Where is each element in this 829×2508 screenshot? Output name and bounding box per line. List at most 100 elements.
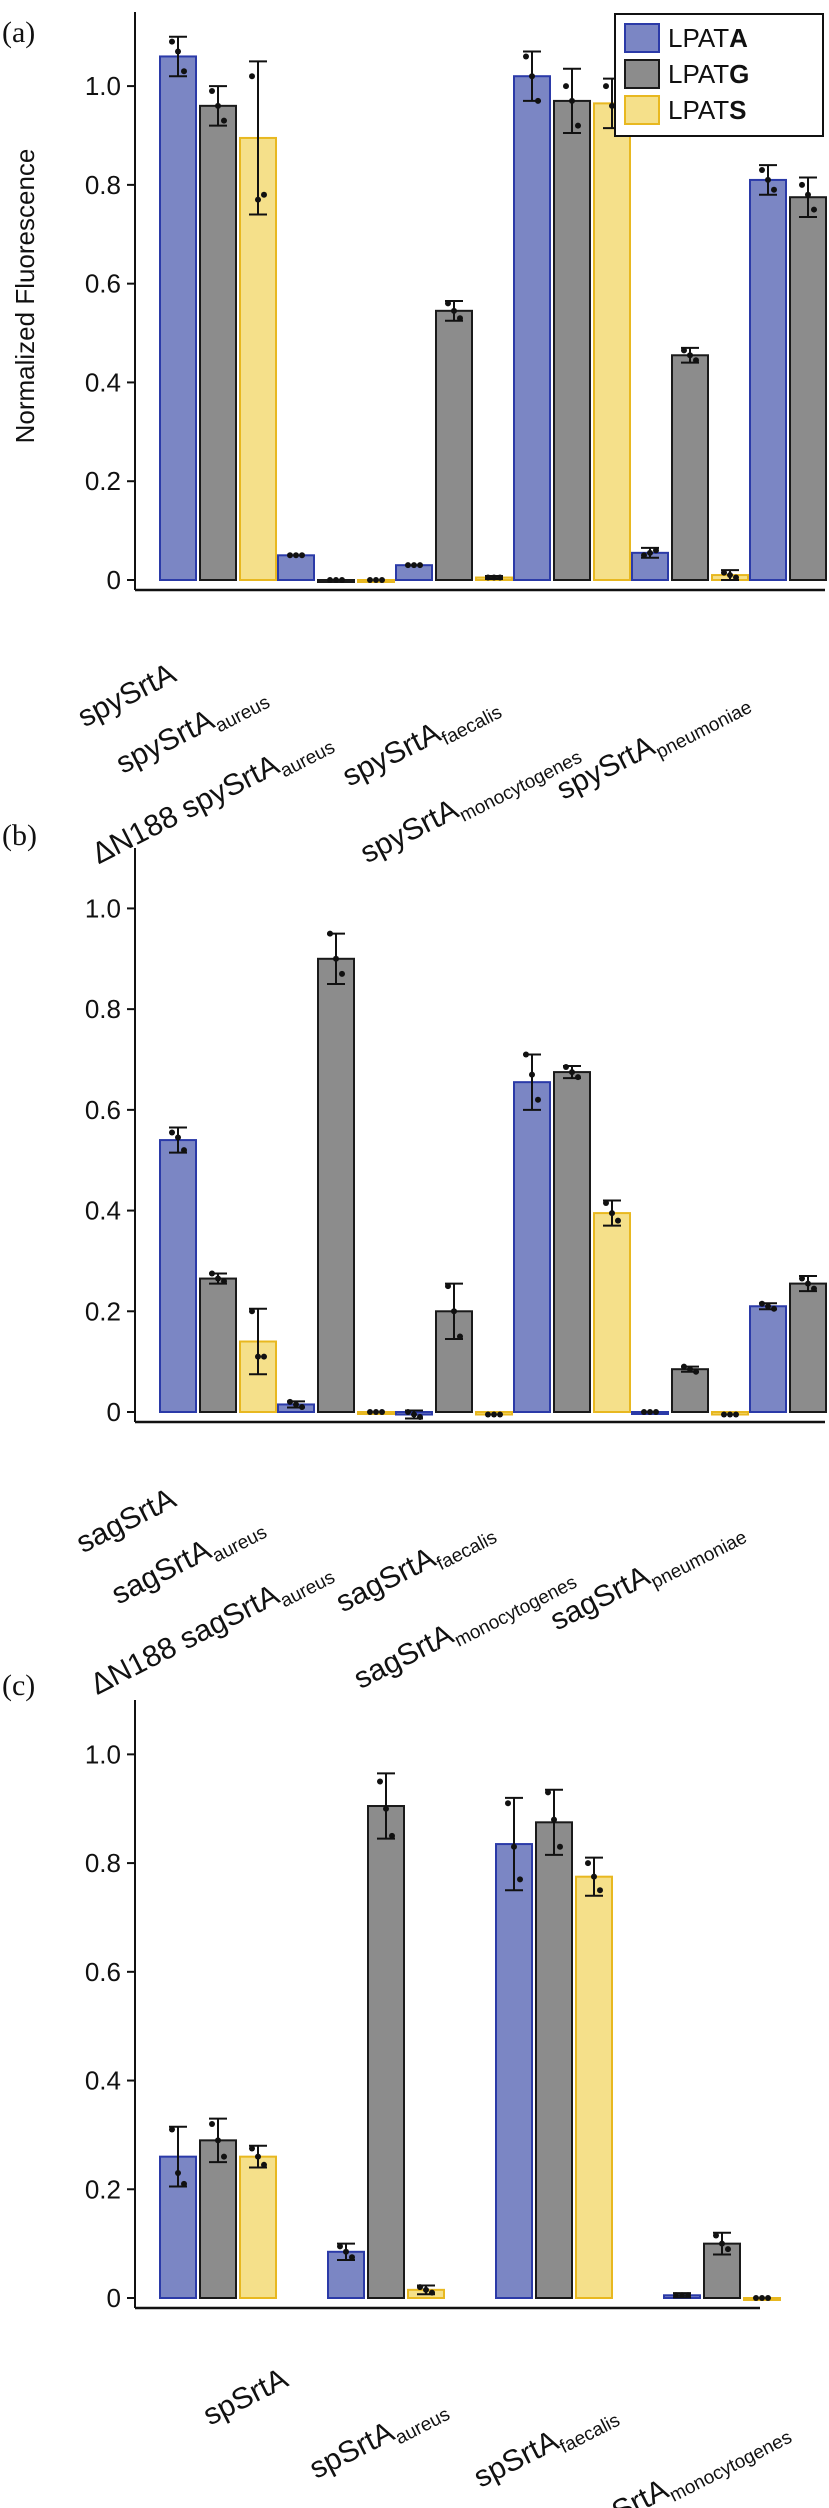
data-point — [799, 181, 805, 188]
y-tick-label: 0.4 — [85, 1196, 121, 1226]
data-point — [249, 2145, 255, 2152]
data-point — [457, 315, 463, 322]
data-point — [569, 97, 575, 104]
panel-label: (a) — [2, 16, 35, 49]
data-point — [733, 574, 739, 581]
data-point — [343, 2248, 349, 2255]
data-point — [687, 352, 693, 359]
y-tick-label: 0.6 — [85, 269, 121, 299]
data-point — [169, 38, 175, 45]
bar — [239, 2155, 277, 2299]
data-point — [411, 562, 417, 569]
data-point — [299, 1403, 305, 1410]
data-point — [811, 206, 817, 213]
data-point — [287, 552, 293, 559]
bar — [199, 104, 237, 581]
bar — [317, 957, 355, 1413]
data-point — [563, 1064, 569, 1071]
bar — [435, 309, 473, 581]
legend-label: LPATG — [668, 59, 749, 89]
data-point — [551, 1816, 557, 1823]
bar — [593, 1212, 631, 1413]
bar — [671, 1368, 709, 1413]
y-tick-label: 0.6 — [85, 1095, 121, 1125]
data-point — [765, 176, 771, 183]
data-point — [215, 102, 221, 109]
data-point — [379, 1409, 385, 1415]
data-point — [423, 2286, 429, 2293]
data-point — [529, 1071, 535, 1078]
data-point — [511, 1843, 517, 1850]
data-point — [175, 48, 181, 55]
data-point — [373, 577, 379, 583]
data-point — [733, 1411, 739, 1418]
data-point — [451, 1308, 457, 1315]
data-point — [641, 552, 647, 559]
data-point — [349, 2254, 355, 2261]
data-point — [417, 2284, 423, 2291]
data-point — [603, 1200, 609, 1207]
data-point — [725, 2246, 731, 2253]
data-point — [535, 1096, 541, 1103]
data-point — [327, 930, 333, 937]
data-point — [603, 83, 609, 90]
bar — [789, 1282, 827, 1413]
data-point — [175, 2169, 181, 2176]
data-point — [389, 1832, 395, 1839]
data-point — [591, 1873, 597, 1880]
data-point — [485, 574, 491, 581]
data-point — [221, 2153, 227, 2160]
data-point — [575, 122, 581, 129]
data-point — [673, 2292, 679, 2299]
data-point — [765, 2295, 771, 2301]
data-point — [765, 1303, 771, 1310]
data-point — [181, 1147, 187, 1154]
y-tick-label: 1.0 — [85, 1739, 121, 1769]
data-point — [287, 1398, 293, 1405]
data-point — [771, 186, 777, 193]
bar — [513, 75, 551, 581]
data-point — [727, 572, 733, 579]
y-tick-label: 0.8 — [85, 994, 121, 1024]
y-tick-label: 0 — [107, 565, 121, 595]
data-point — [175, 1134, 181, 1141]
y-tick-label: 0.6 — [85, 1957, 121, 1987]
data-point — [405, 1409, 411, 1415]
data-point — [721, 1411, 727, 1418]
data-point — [261, 191, 267, 198]
data-point — [585, 1860, 591, 1867]
data-point — [215, 1275, 221, 1282]
data-point — [485, 1411, 491, 1418]
legend-label-prefix: LPAT — [668, 59, 729, 89]
bar — [789, 196, 827, 582]
legend-swatch — [624, 59, 660, 89]
data-point — [209, 1270, 215, 1277]
bar — [671, 354, 709, 581]
legend-label-prefix: LPAT — [668, 23, 729, 53]
data-point — [609, 1210, 615, 1217]
panel-label: (c) — [2, 1669, 35, 1702]
data-point — [545, 1789, 551, 1796]
bar — [495, 1843, 533, 2299]
y-tick-label: 1.0 — [85, 893, 121, 923]
data-point — [721, 569, 727, 576]
data-point — [299, 552, 305, 559]
data-point — [255, 2153, 261, 2160]
data-point — [771, 1305, 777, 1312]
data-point — [523, 1051, 529, 1058]
bar — [535, 1821, 573, 2300]
data-point — [445, 1283, 451, 1290]
data-point — [681, 1363, 687, 1370]
y-tick-label: 0.2 — [85, 466, 121, 496]
data-point — [529, 73, 535, 80]
data-point — [759, 2295, 765, 2301]
data-point — [429, 2289, 435, 2296]
data-point — [405, 562, 411, 569]
legend-label-bold: G — [729, 59, 749, 89]
data-point — [261, 1353, 267, 1360]
data-point — [411, 1411, 417, 1418]
data-point — [255, 1353, 261, 1360]
data-point — [339, 970, 345, 977]
data-point — [679, 2292, 685, 2299]
